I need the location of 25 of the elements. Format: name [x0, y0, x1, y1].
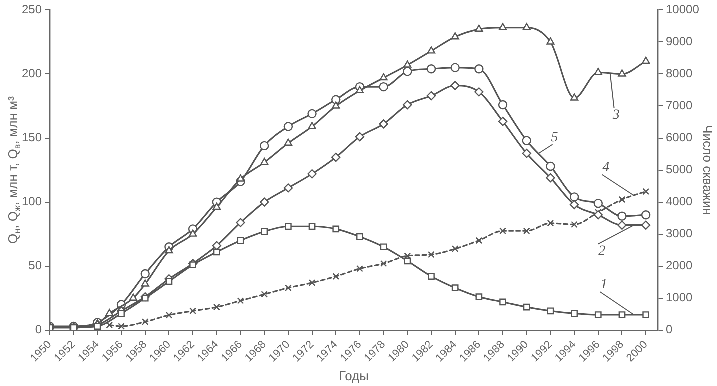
- series-label: 4: [602, 160, 610, 176]
- y2-tick-label: 6000: [666, 130, 694, 145]
- y2-tick-label: 7000: [666, 98, 694, 113]
- text: 3: [612, 108, 620, 124]
- y2-tick-label: 5000: [666, 162, 694, 177]
- y-tick-label: 100: [22, 194, 42, 209]
- y-tick-label: 200: [22, 66, 42, 81]
- y2-axis-title: Число скважин: [700, 125, 716, 216]
- y-axis-title: Qн, Qж, млн т, Qв, млн м³: [6, 96, 22, 244]
- y2-tick-label: 4000: [666, 194, 694, 209]
- y-tick-label: 250: [22, 2, 42, 17]
- series-label: 1: [600, 278, 608, 293]
- legend-label: 2: [598, 244, 606, 260]
- y-tick-label: 50: [28, 258, 42, 273]
- y2-tick-label: 0: [666, 322, 673, 337]
- y-tick-label: 0: [35, 322, 42, 337]
- y2-tick-label: 9000: [666, 34, 694, 49]
- y2-tick-label: 10000: [666, 2, 700, 17]
- y2-tick-label: 1000: [666, 290, 694, 305]
- x-axis-title: Годы: [338, 368, 370, 384]
- y2-tick-label: 3000: [666, 226, 694, 241]
- y2-tick-label: 2000: [666, 258, 694, 273]
- y-tick-label: 150: [22, 130, 42, 145]
- y2-tick-label: 8000: [666, 66, 694, 81]
- series-label: 5: [551, 130, 558, 146]
